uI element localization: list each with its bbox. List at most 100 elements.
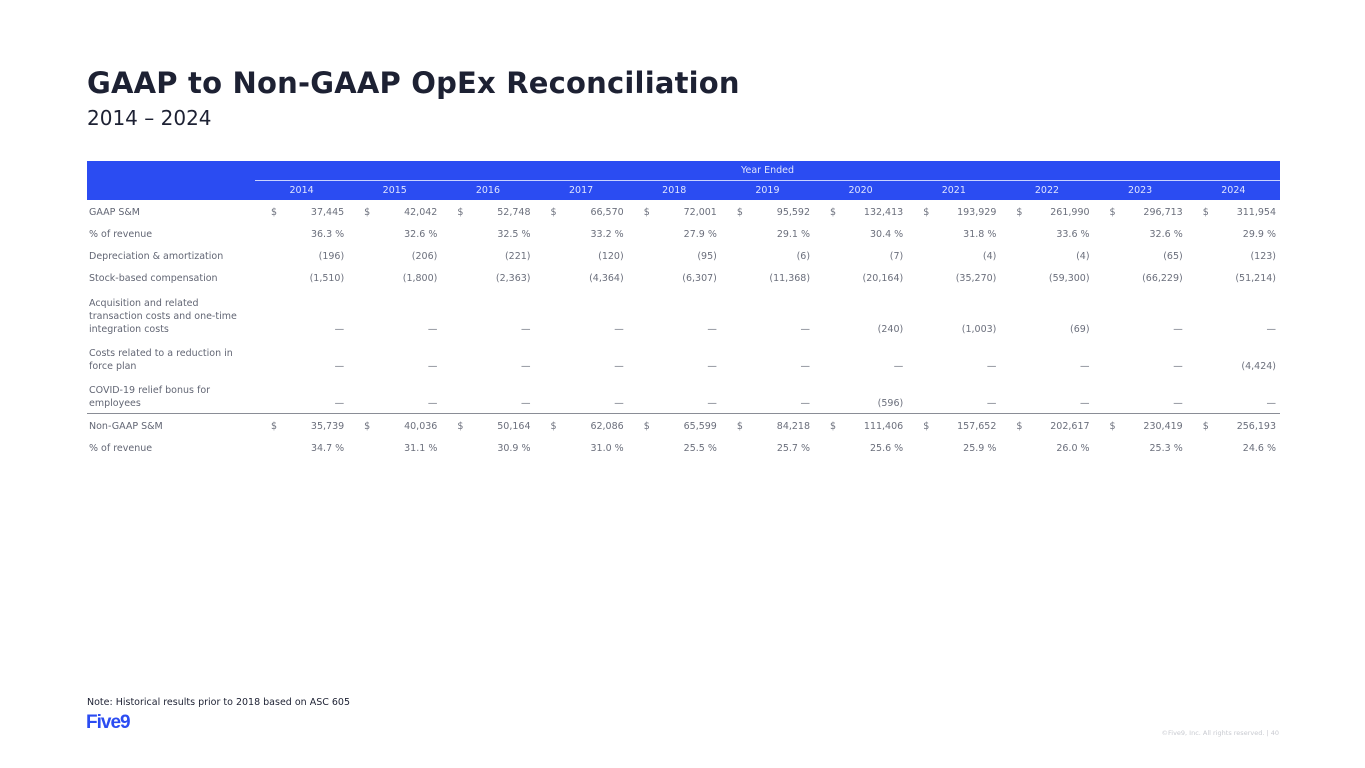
cell-value: — [427,361,438,372]
cell-value: — [707,324,717,335]
cell-value: 31.8 % [963,229,997,240]
table-cell: 30.9 % [441,436,534,458]
page-title: GAAP to Non-GAAP OpEx Reconciliation [87,66,740,100]
currency-symbol: $ [364,207,371,218]
table-cell: — [1187,288,1280,339]
table-cell: — [814,339,907,376]
table-cell: (35,270) [907,266,1000,288]
table-cell: (7) [814,244,907,266]
table-row: Stock-based compensation (1,510) (1,800) (2… [87,266,1280,288]
year-header-2014: 2014 [289,185,314,196]
cell-value: 25.6 % [870,443,904,454]
cell-value: — [1080,398,1090,409]
table-cell: $256,193 [1186,413,1280,436]
row-label: Non-GAAP S&M [87,413,255,436]
cell-value: 37,445 [310,207,345,218]
table-cell: $95,592 [721,200,814,222]
table-cell: (123) [1187,244,1280,266]
table-cell: — [1094,376,1187,414]
year-header-2017: 2017 [569,185,594,196]
currency-symbol: $ [550,207,557,218]
table-cell: $72,001 [628,200,721,222]
table-row: Non-GAAP S&M $35,739 $40,036 $50,164 $62,086… [87,413,1280,436]
cell-value: 296,713 [1143,207,1183,218]
table-cell: $230,419 [1093,413,1187,436]
currency-symbol: $ [830,421,837,432]
table-cell: (120) [535,244,628,266]
cell-value: (123) [1250,251,1276,262]
table-cell: — [255,288,348,339]
cell-value: — [614,324,624,335]
cell-value: 311,954 [1236,207,1276,218]
cell-value: (206) [411,251,438,262]
table-cell: $40,036 [348,413,442,436]
table-cell: (95) [628,244,721,266]
table-cell: $157,652 [907,413,1001,436]
table-cell: 34.7 % [255,436,348,458]
cell-value: 30.9 % [497,443,531,454]
cell-value: 65,599 [683,421,717,432]
table-cell: — [255,376,348,414]
table-cell: — [1187,376,1280,414]
table-cell: $65,599 [627,413,721,436]
table-cell: (51,214) [1187,266,1280,288]
cell-value: — [1173,361,1183,372]
year-header-2023: 2023 [1128,185,1153,196]
currency-symbol: $ [1202,207,1209,218]
table-cell: (4,364) [535,266,628,288]
cell-value: 32.5 % [497,229,531,240]
table-cell: — [1000,376,1093,414]
cell-value: (4) [1076,251,1090,262]
currency-symbol: $ [271,207,278,218]
row-label: COVID-19 relief bonus for employees [89,385,211,409]
cell-value: 25.7 % [776,443,811,454]
cell-value: — [707,361,717,372]
cell-value: — [986,398,997,409]
table-cell: (4) [907,244,1000,266]
table-cell: $42,042 [348,200,441,222]
table-cell: $111,406 [814,413,908,436]
cell-value: (59,300) [1048,273,1090,284]
cell-value: — [334,398,345,409]
table-cell: (6) [721,244,814,266]
cell-value: 42,042 [404,207,438,218]
cell-value: — [1173,324,1183,335]
five9-logo: Five9 [86,712,131,733]
cell-value: — [521,361,531,372]
table-cell: $193,929 [907,200,1000,222]
cell-value: (1,800) [402,273,438,284]
table-cell: 30.4 % [814,222,907,244]
table-cell: (20,164) [814,266,907,288]
table-cell: 31.0 % [535,436,628,458]
cell-value: (4) [982,251,997,262]
year-header-2020: 2020 [848,185,873,196]
cell-value: 34.7 % [310,443,345,454]
row-label: Stock-based compensation [89,273,218,284]
table-cell: — [348,288,441,339]
cell-value: 202,617 [1050,421,1090,432]
table-cell: 33.2 % [535,222,628,244]
cell-value: — [427,398,438,409]
table-cell: 29.1 % [721,222,814,244]
cell-value: — [1080,361,1090,372]
cell-value: (4,424) [1241,361,1276,372]
year-header-2016: 2016 [475,185,501,196]
row-label: Depreciation & amortization [89,251,224,262]
cell-value: 32.6 % [1149,229,1183,240]
cell-value: 25.9 % [963,443,997,454]
table-row: % of revenue 34.7 % 31.1 % 30.9 % 31.0 % 25.5… [87,436,1280,458]
table-cell: — [441,339,534,376]
table-row: COVID-19 relief bonus for employees — — — — —… [87,376,1280,414]
cell-value: 62,086 [590,421,624,432]
table-cell: (2,363) [441,266,534,288]
table-cell: 25.6 % [814,436,907,458]
table-cell: $202,617 [1000,413,1094,436]
cell-value: — [1266,398,1277,409]
table-cell: $62,086 [534,413,628,436]
currency-symbol: $ [457,421,464,432]
table-cell: $50,164 [441,413,535,436]
table-cell: — [721,376,814,414]
cell-value: 30.4 % [870,229,904,240]
cell-value: — [334,324,345,335]
table-cell: — [628,376,721,414]
